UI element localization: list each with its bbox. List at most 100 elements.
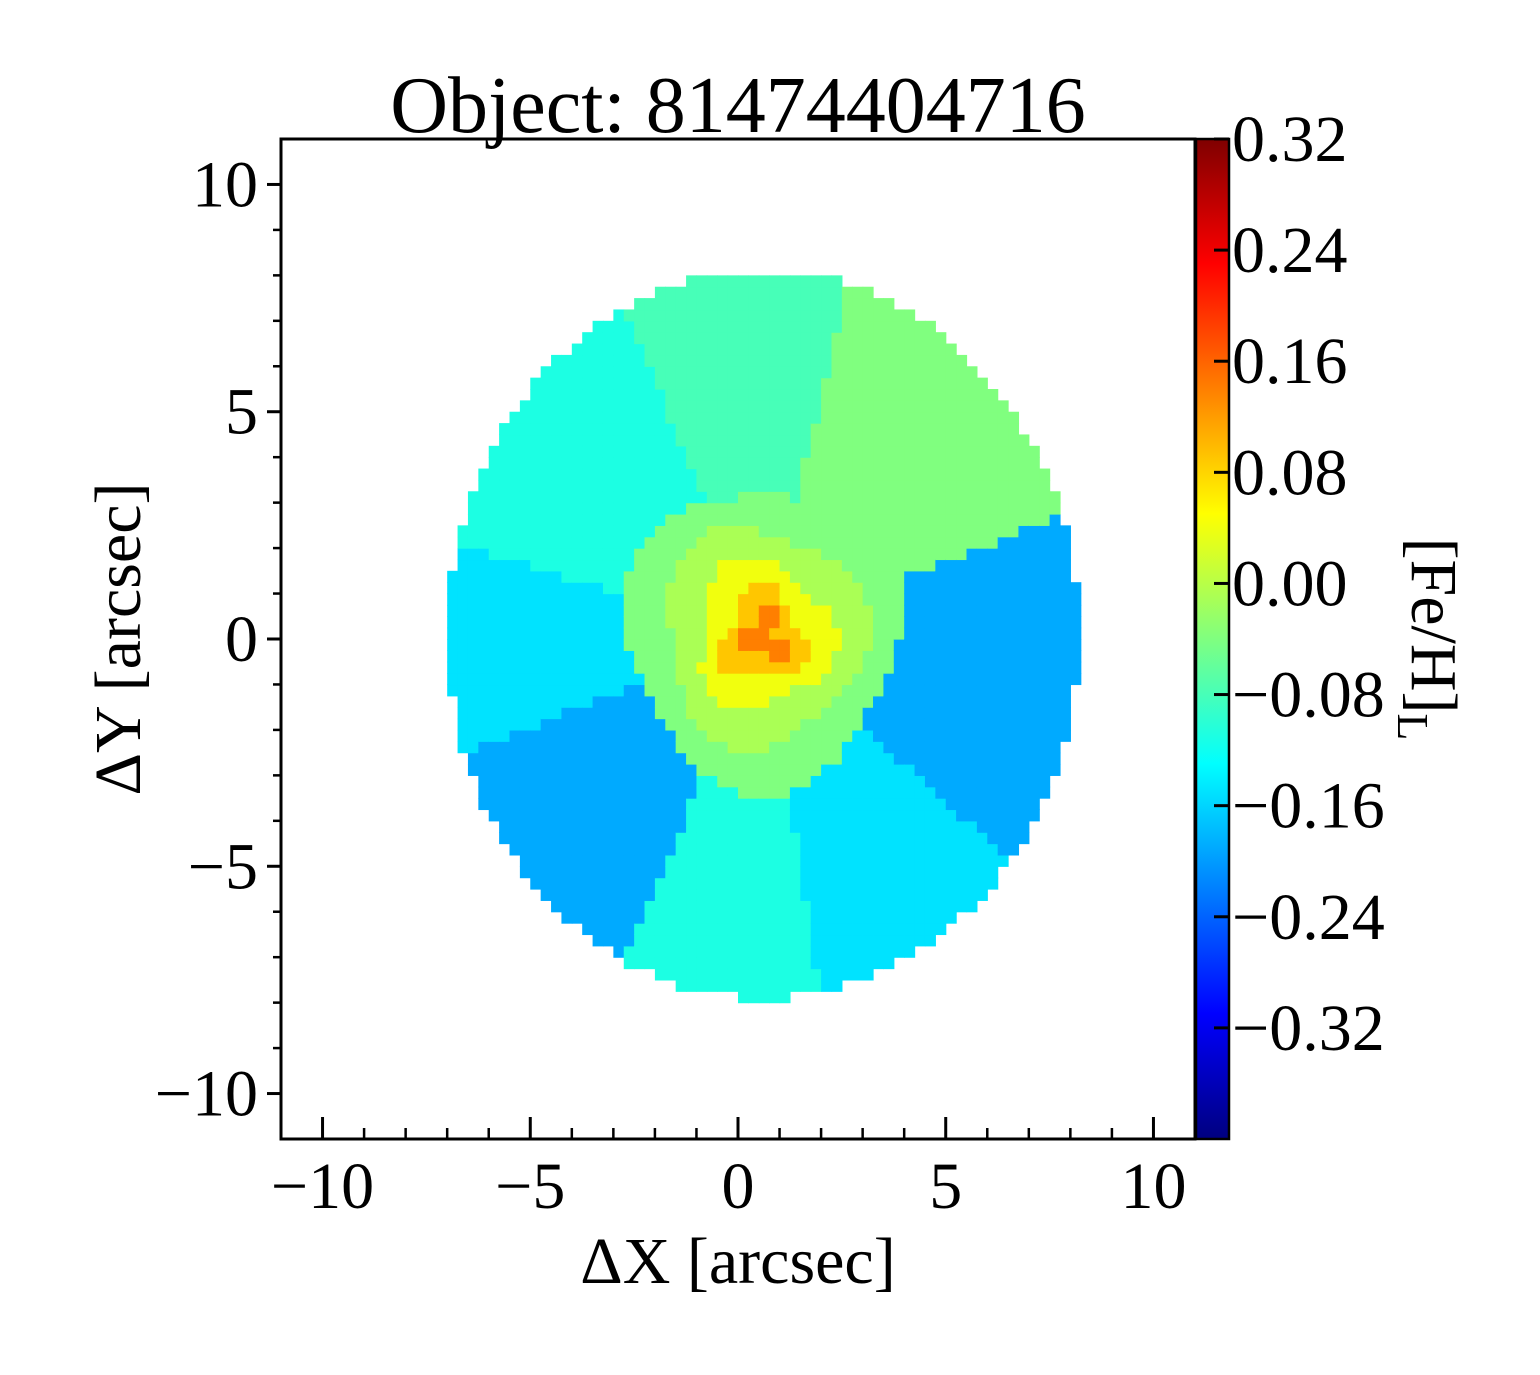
spaxel [779,911,791,924]
spaxel [873,616,885,629]
spaxel [571,514,583,526]
spaxel [571,377,583,390]
spaxel [935,582,947,595]
spaxel [1049,559,1061,572]
spaxel [976,548,988,561]
spaxel [956,570,968,583]
spaxel [831,491,843,504]
spaxel [966,434,978,447]
spaxel [924,695,936,708]
spaxel [654,854,666,867]
spaxel [956,707,968,720]
spaxel [935,389,947,401]
spaxel [675,866,687,879]
spaxel [457,639,469,651]
spaxel [779,286,791,299]
spaxel [945,536,957,549]
spaxel [841,616,853,629]
spaxel [883,332,895,345]
spaxel [738,525,749,538]
spaxel [634,786,646,799]
spaxel [893,729,905,742]
spaxel [561,854,573,867]
spaxel [779,514,791,526]
spaxel [675,832,687,845]
spaxel [519,468,531,481]
spaxel [675,786,687,799]
spaxel [1028,616,1040,629]
spaxel [727,968,739,981]
spaxel [644,525,656,538]
spaxel [1039,604,1051,617]
spaxel [924,514,936,526]
spaxel [758,979,770,992]
spaxel [654,786,666,799]
spaxel [1049,627,1061,640]
spaxel [758,468,770,481]
spaxel [935,343,947,356]
spaxel [748,979,760,992]
spaxel [956,411,968,424]
spaxel [852,570,864,583]
spaxel [956,593,968,606]
spaxel [758,434,770,447]
spaxel [935,411,947,424]
spaxel [478,684,490,697]
spaxel [571,809,583,822]
spaxel [852,491,864,504]
spaxel [883,548,895,561]
spaxel [831,809,843,822]
spaxel [914,536,926,549]
spaxel [997,650,1009,663]
spaxel [540,479,552,492]
spaxel [623,934,635,947]
spaxel [706,479,718,492]
spaxel [1018,729,1030,742]
spaxel [540,684,552,697]
spaxel [717,548,729,561]
spaxel [738,514,749,526]
spaxel [467,502,479,515]
spaxel [478,525,490,538]
spaxel [488,604,500,617]
spaxel [644,957,656,970]
spaxel [935,491,947,504]
spaxel [488,525,500,538]
spaxel [779,400,791,413]
spaxel [519,729,531,742]
spaxel [779,695,791,708]
spaxel [800,695,812,708]
x-tick-label: 10 [1120,1150,1186,1223]
spaxel [509,809,521,822]
spaxel [810,309,822,322]
spaxel [935,604,947,617]
spaxel [551,616,563,629]
spaxel [748,616,760,629]
spaxel [914,843,926,856]
spaxel [654,479,666,492]
spaxel [623,854,635,867]
spaxel [738,979,749,992]
spaxel [675,479,687,492]
spaxel [499,491,511,504]
spaxel [654,695,666,708]
spaxel [987,877,999,890]
spaxel [893,309,905,322]
spaxel [904,695,916,708]
spaxel [1008,741,1020,754]
spaxel [966,695,978,708]
spaxel [883,593,895,606]
spaxel [821,673,833,686]
spaxel [530,434,542,447]
spaxel [634,889,646,901]
spaxel [530,752,542,765]
spaxel [800,502,812,515]
spaxel [727,411,739,424]
spaxel [530,661,542,674]
spaxel [478,695,490,708]
spaxel [592,752,604,765]
spaxel [727,900,739,913]
spaxel [717,832,729,845]
spaxel [717,593,729,606]
spaxel [530,514,542,526]
